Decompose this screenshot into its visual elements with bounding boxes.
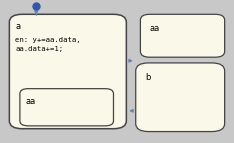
Text: b: b (145, 73, 150, 82)
FancyBboxPatch shape (9, 14, 126, 129)
FancyBboxPatch shape (136, 63, 225, 132)
FancyBboxPatch shape (20, 89, 113, 126)
Text: aa: aa (26, 97, 36, 106)
Text: a: a (15, 22, 20, 31)
FancyBboxPatch shape (140, 14, 225, 57)
Text: en: y+=aa.data,
aa.data+=1;: en: y+=aa.data, aa.data+=1; (15, 37, 81, 52)
Text: aa: aa (150, 24, 160, 33)
